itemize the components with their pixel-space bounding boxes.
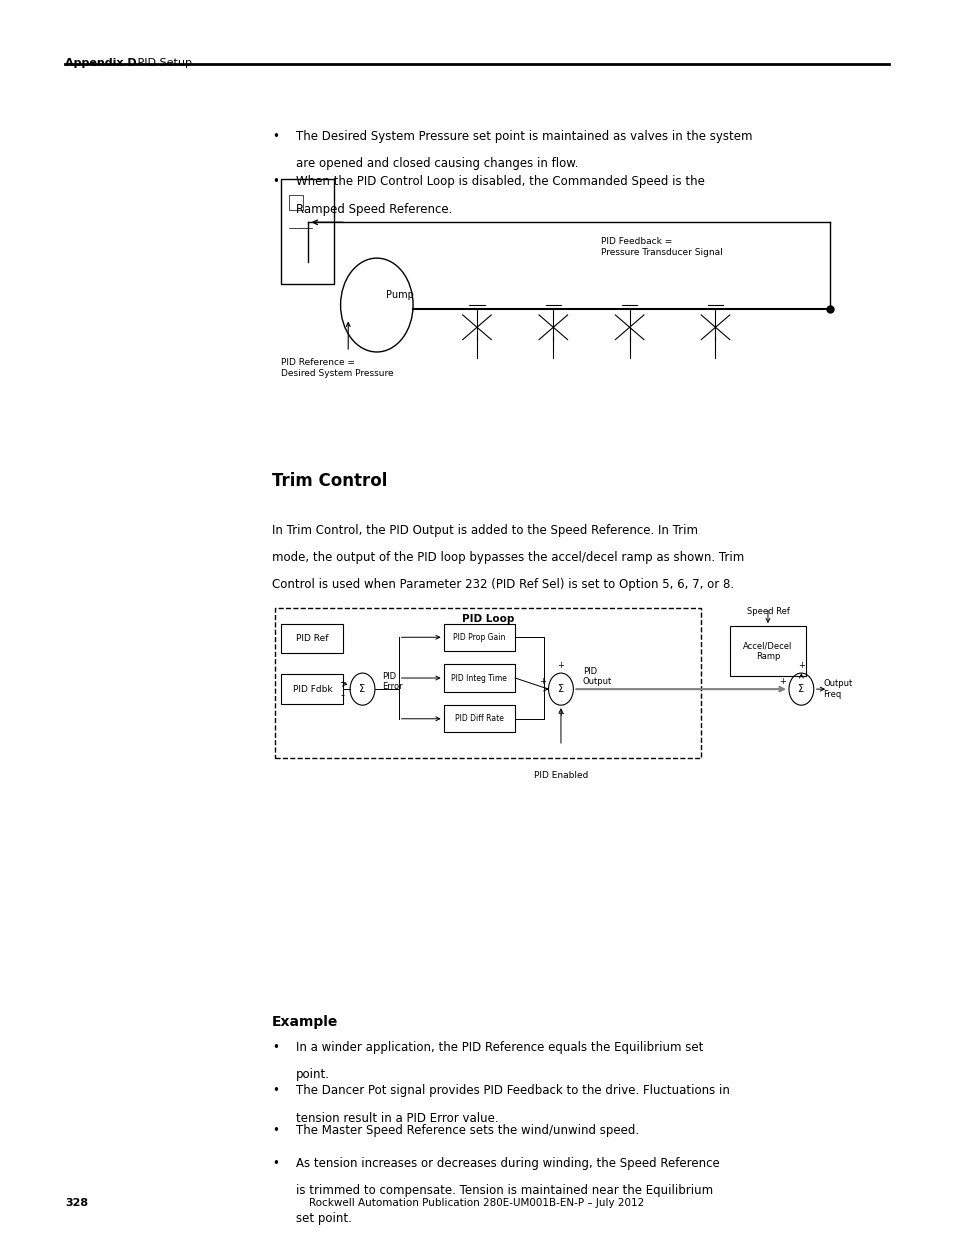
Bar — [443, 664, 515, 692]
Text: Rockwell Automation Publication 280E-UM001B-EN-P – July 2012: Rockwell Automation Publication 280E-UM0… — [309, 1198, 644, 1208]
Text: Appendix D: Appendix D — [65, 58, 136, 68]
Text: 328: 328 — [65, 1198, 88, 1208]
Text: Example: Example — [272, 1015, 338, 1029]
Text: •: • — [272, 1157, 278, 1171]
Text: •: • — [272, 130, 278, 143]
Bar — [281, 674, 343, 704]
Text: is trimmed to compensate. Tension is maintained near the Equilibrium: is trimmed to compensate. Tension is mai… — [295, 1184, 712, 1198]
Bar — [281, 624, 343, 653]
Text: As tension increases or decreases during winding, the Speed Reference: As tension increases or decreases during… — [295, 1157, 719, 1171]
Text: •: • — [272, 1084, 278, 1098]
Text: PID Diff Rate: PID Diff Rate — [455, 714, 503, 724]
Text: When the PID Control Loop is disabled, the Commanded Speed is the: When the PID Control Loop is disabled, t… — [295, 175, 704, 189]
Text: +: + — [797, 661, 804, 671]
Text: •: • — [272, 1041, 278, 1055]
Text: The Dancer Pot signal provides PID Feedback to the drive. Fluctuations in: The Dancer Pot signal provides PID Feedb… — [295, 1084, 729, 1098]
Text: The Master Speed Reference sets the wind/unwind speed.: The Master Speed Reference sets the wind… — [295, 1124, 639, 1137]
Text: tension result in a PID Error value.: tension result in a PID Error value. — [295, 1112, 497, 1125]
Text: PID Reference =
Desired System Pressure: PID Reference = Desired System Pressure — [281, 358, 394, 378]
Text: +: + — [557, 661, 564, 671]
Text: Output
Freq: Output Freq — [822, 679, 852, 699]
Text: point.: point. — [295, 1068, 330, 1082]
Text: PID Ref: PID Ref — [295, 634, 329, 643]
Bar — [443, 705, 515, 732]
Text: mode, the output of the PID loop bypasses the accel/decel ramp as shown. Trim: mode, the output of the PID loop bypasse… — [272, 551, 743, 564]
Text: Σ: Σ — [558, 684, 563, 694]
Text: +: + — [779, 677, 785, 687]
Text: •: • — [272, 1124, 278, 1137]
Text: -: - — [340, 690, 344, 700]
Text: +: + — [538, 677, 546, 687]
Bar — [274, 608, 700, 758]
Text: +: + — [557, 709, 564, 719]
Text: are opened and closed causing changes in flow.: are opened and closed causing changes in… — [295, 157, 578, 170]
Text: PID
Output: PID Output — [582, 667, 612, 687]
Text: In a winder application, the PID Reference equals the Equilibrium set: In a winder application, the PID Referen… — [295, 1041, 702, 1055]
Bar — [443, 624, 515, 651]
Text: Ramped Speed Reference.: Ramped Speed Reference. — [295, 203, 452, 216]
Text: Accel/Decel
Ramp: Accel/Decel Ramp — [742, 641, 792, 661]
Text: PID Loop: PID Loop — [461, 614, 514, 624]
Text: In Trim Control, the PID Output is added to the Speed Reference. In Trim: In Trim Control, the PID Output is added… — [272, 524, 698, 537]
Text: Σ: Σ — [798, 684, 803, 694]
Text: •: • — [272, 175, 278, 189]
Text: PID Fdbk: PID Fdbk — [293, 684, 332, 694]
Text: PID Prop Gain: PID Prop Gain — [453, 632, 505, 642]
Text: Σ: Σ — [359, 684, 365, 694]
Text: The Desired System Pressure set point is maintained as valves in the system: The Desired System Pressure set point is… — [295, 130, 752, 143]
Text: Trim Control: Trim Control — [272, 472, 387, 490]
Text: PID Setup: PID Setup — [133, 58, 192, 68]
Text: PID Enabled: PID Enabled — [534, 771, 587, 779]
Text: set point.: set point. — [295, 1212, 352, 1225]
Text: PID Integ Time: PID Integ Time — [451, 673, 507, 683]
Text: Control is used when Parameter 232 (PID Ref Sel) is set to Option 5, 6, 7, or 8.: Control is used when Parameter 232 (PID … — [272, 578, 733, 592]
Text: PID Feedback =
Pressure Transducer Signal: PID Feedback = Pressure Transducer Signa… — [600, 237, 722, 257]
Text: Speed Ref: Speed Ref — [746, 608, 788, 616]
Text: Pump: Pump — [386, 290, 414, 300]
Bar — [281, 179, 334, 284]
Bar — [729, 626, 805, 676]
Text: +: + — [338, 678, 346, 688]
Text: PID
Error: PID Error — [382, 672, 403, 692]
Bar — [289, 195, 303, 210]
